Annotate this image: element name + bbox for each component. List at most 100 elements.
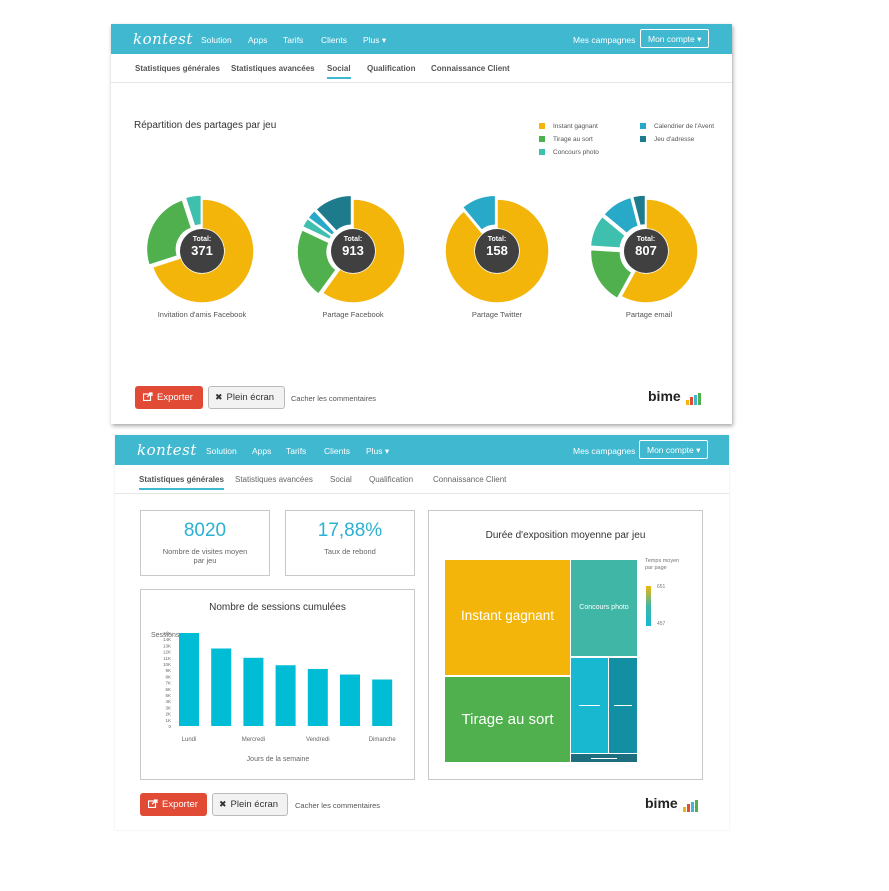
- nav-clients[interactable]: Clients: [324, 446, 350, 456]
- sessions-chart-title: Nombre de sessions cumulées: [209, 602, 346, 613]
- legend-label: Calendrier de l'Avent: [654, 123, 715, 130]
- y-tick-label: 15K: [163, 631, 171, 636]
- nav-tarifs[interactable]: Tarifs: [286, 446, 307, 456]
- session-bar[interactable]: [340, 674, 360, 726]
- y-tick-label: 7K: [165, 681, 171, 686]
- session-bar[interactable]: [243, 657, 264, 726]
- stats-tabs: Statistiques générales Statistiques avan…: [115, 465, 729, 494]
- exposure-chart-title: Durée d'exposition moyenne par jeu: [485, 530, 646, 541]
- nav-solution[interactable]: Solution: [206, 446, 237, 456]
- kontest-logo[interactable]: kontest: [133, 30, 193, 48]
- heat-legend-title: Temps moyen par page: [645, 558, 679, 572]
- donut-slice-concours-photo[interactable]: [589, 215, 627, 249]
- account-dropdown[interactable]: Mon compte ▾: [640, 29, 710, 48]
- top-navbar: kontest Solution Apps Tarifs Clients Plu…: [111, 24, 732, 54]
- donut-slice-jeu-adresse[interactable]: [314, 194, 353, 233]
- nav-solution[interactable]: Solution: [201, 35, 232, 45]
- treemap-dash: [579, 705, 600, 706]
- y-tick-label: 12K: [163, 650, 171, 655]
- kpi-visits-card: 8020 Nombre de visites moyen par jeu: [140, 510, 270, 576]
- session-bar[interactable]: [211, 648, 232, 727]
- total-label: Total:: [192, 236, 212, 243]
- total-label: Total:: [343, 236, 363, 243]
- y-tick-label: 10K: [163, 662, 171, 667]
- x-tick-label: Mercredi: [242, 737, 265, 743]
- exposure-chart-card: Durée d'exposition moyenne par jeu Insta…: [428, 510, 703, 780]
- y-tick-label: 4K: [165, 699, 171, 704]
- session-bar[interactable]: [275, 665, 296, 726]
- donut-slice-tirage-au-sort[interactable]: [296, 228, 338, 296]
- total-value: 158: [486, 243, 508, 258]
- account-dropdown[interactable]: Mon compte ▾: [639, 440, 709, 459]
- top-navbar: kontest Solution Apps Tarifs Clients Plu…: [115, 435, 729, 465]
- legend-swatch: [539, 136, 545, 142]
- y-tick-label: 2K: [165, 712, 171, 717]
- hide-comments-link[interactable]: Cacher les commentaires: [295, 801, 381, 810]
- nav-mes-campagnes[interactable]: Mes campagnes: [573, 446, 636, 456]
- tab-social[interactable]: Social: [330, 475, 352, 484]
- general-stats-panel: kontest Solution Apps Tarifs Clients Plu…: [115, 435, 729, 830]
- treemap-jeu-adresse[interactable]: [609, 658, 637, 753]
- donut-slice-calendrier-avent[interactable]: [602, 196, 640, 235]
- heat-legend-min: 457: [657, 621, 666, 627]
- treemap-instant-gagnant[interactable]: Instant gagnant: [445, 560, 570, 675]
- legend-instant-gagnant: Instant gagnant: [539, 122, 598, 131]
- nav-clients[interactable]: Clients: [321, 35, 347, 45]
- tab-statistiques-generales[interactable]: Statistiques générales: [139, 475, 224, 490]
- legend-label: Concours photo: [553, 149, 599, 156]
- tab-statistiques-avancees[interactable]: Statistiques avancées: [235, 475, 313, 484]
- nav-plus[interactable]: Plus ▾: [366, 446, 390, 456]
- tab-statistiques-avancees[interactable]: Statistiques avancées: [231, 64, 315, 73]
- nav-plus[interactable]: Plus ▾: [363, 35, 387, 45]
- hide-comments-link[interactable]: Cacher les commentaires: [291, 394, 377, 403]
- nav-apps[interactable]: Apps: [248, 35, 268, 45]
- export-icon: [147, 799, 158, 809]
- donut-slice-concours-photo[interactable]: [184, 194, 203, 228]
- x-tick-label: Dimanche: [369, 737, 397, 743]
- legend-title-line2: par page: [645, 565, 667, 571]
- bime-wordmark: bime: [645, 795, 678, 811]
- session-bar[interactable]: [372, 679, 393, 727]
- kpi-visits-label-line2: par jeu: [193, 556, 217, 565]
- kpi-bounce-card: 17,88% Taux de rebond: [285, 510, 415, 576]
- treemap-concours-photo[interactable]: Concours photo: [571, 560, 637, 656]
- donut-label-partage-facebook: Partage Facebook: [322, 310, 384, 319]
- kpi-visits-value: 8020: [183, 520, 227, 541]
- export-button[interactable]: Exporter: [140, 793, 207, 816]
- donut-slice-calendrier-avent[interactable]: [306, 209, 337, 237]
- tab-statistiques-generales[interactable]: Statistiques générales: [135, 64, 220, 73]
- session-bar[interactable]: [307, 668, 328, 726]
- export-button[interactable]: Exporter: [135, 386, 203, 409]
- tab-connaissance-client[interactable]: Connaissance Client: [431, 64, 510, 73]
- legend-label: Jeu d'adresse: [654, 136, 695, 143]
- fullscreen-button[interactable]: ✖ Plein écran: [212, 793, 288, 816]
- nav-apps[interactable]: Apps: [252, 446, 272, 456]
- session-bar[interactable]: [179, 633, 199, 726]
- nav-tarifs[interactable]: Tarifs: [283, 35, 304, 45]
- fullscreen-button[interactable]: ✖ Plein écran: [208, 386, 285, 409]
- fullscreen-icon: ✖: [215, 392, 223, 402]
- donut-slice-tirage-au-sort[interactable]: [589, 248, 633, 300]
- y-tick-label: 0: [168, 724, 171, 729]
- tab-connaissance-client[interactable]: Connaissance Client: [433, 475, 507, 484]
- nav-mes-campagnes[interactable]: Mes campagnes: [573, 35, 636, 45]
- treemap-calendrier-avent[interactable]: [571, 658, 608, 753]
- donut-slice-concours-photo[interactable]: [301, 217, 333, 241]
- treemap-dash: [591, 758, 617, 759]
- donut-slice-jeu-adresse[interactable]: [631, 194, 647, 227]
- social-dashboard-panel: kontest Solution Apps Tarifs Clients Plu…: [111, 24, 732, 424]
- donut-slice-calendrier-avent[interactable]: [461, 194, 497, 232]
- y-tick-label: 14K: [163, 637, 171, 642]
- treemap-label: Instant gagnant: [460, 608, 555, 623]
- tab-qualification[interactable]: Qualification: [367, 64, 416, 73]
- tab-social[interactable]: Social: [327, 64, 351, 79]
- kontest-logo[interactable]: kontest: [137, 441, 197, 459]
- kpi-bounce-label: Taux de rebond: [324, 547, 376, 556]
- legend-title-line1: Temps moyen: [645, 558, 680, 564]
- export-icon: [142, 392, 153, 402]
- x-tick-label: Vendredi: [306, 737, 330, 743]
- donut-slice-tirage-au-sort[interactable]: [145, 198, 193, 267]
- tab-qualification[interactable]: Qualification: [369, 475, 414, 484]
- treemap-small-cell[interactable]: [571, 754, 637, 762]
- treemap-tirage-au-sort[interactable]: Tirage au sort: [445, 677, 570, 762]
